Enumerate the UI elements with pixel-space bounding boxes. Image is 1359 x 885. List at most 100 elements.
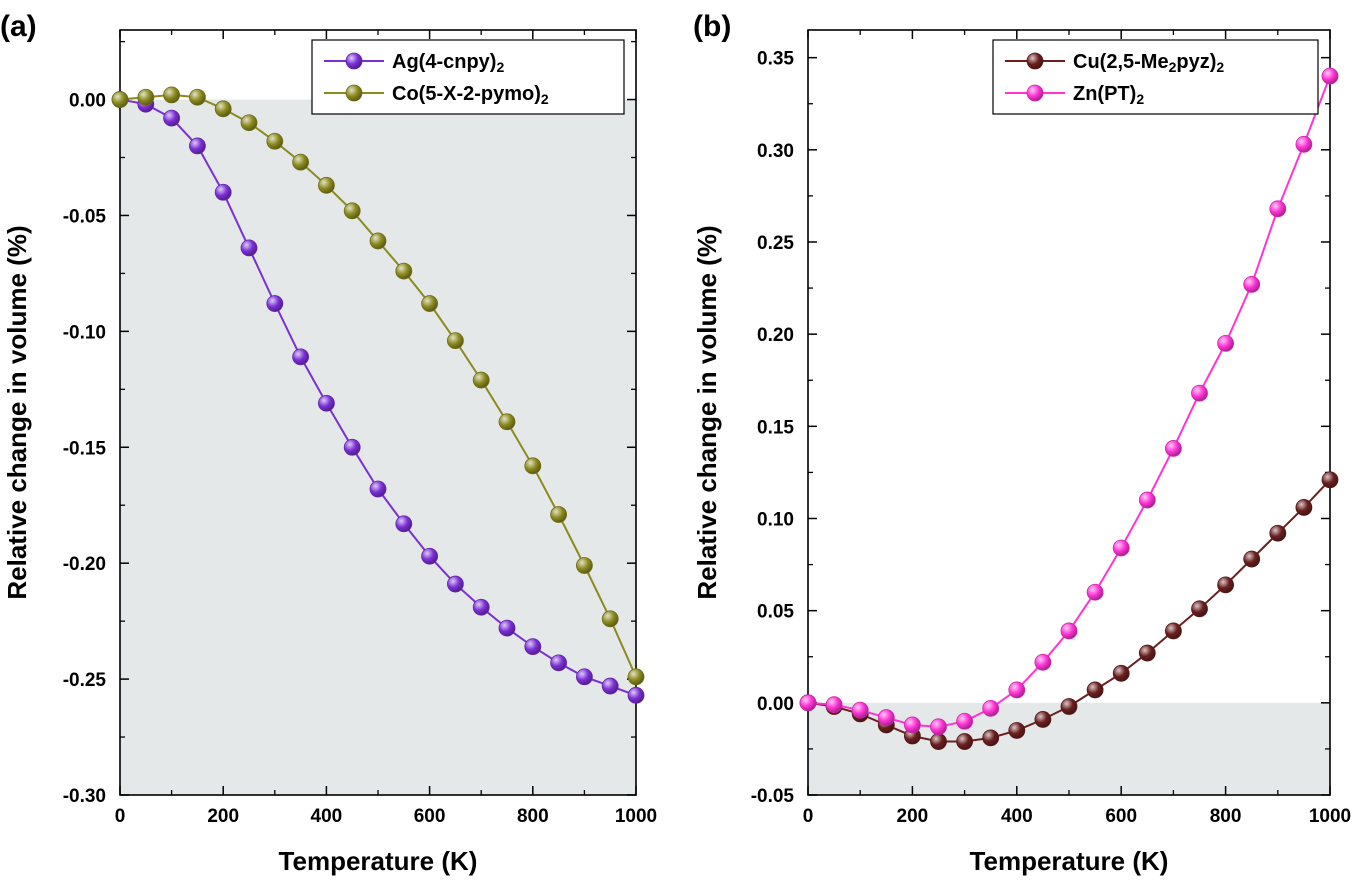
data-point (188, 137, 206, 155)
data-point (1086, 681, 1104, 699)
x-tick-label: 1000 (615, 806, 657, 827)
data-point (343, 438, 361, 456)
data-point (317, 176, 335, 194)
data-point (1191, 600, 1208, 618)
legend-box (992, 39, 1319, 115)
x-tick-label: 600 (1105, 806, 1137, 827)
data-point (627, 686, 645, 704)
y-tick-label: -0.05 (751, 786, 795, 807)
data-point (1217, 576, 1234, 594)
data-point (627, 668, 645, 686)
data-point (111, 91, 129, 108)
x-tick-label: 1000 (1309, 806, 1351, 827)
y-tick-label: 0.20 (757, 325, 794, 346)
data-point (266, 295, 284, 312)
data-point (369, 232, 387, 250)
y-axis-title: Relative change in volume (%) (2, 225, 32, 599)
legend-swatch-marker (1026, 84, 1044, 102)
x-tick-label: 400 (1001, 806, 1033, 827)
x-tick-label: 400 (311, 806, 343, 827)
data-point (421, 547, 439, 565)
data-point (956, 733, 973, 750)
legend-swatch-marker (1026, 52, 1044, 70)
data-point (1008, 681, 1026, 699)
data-point (498, 619, 516, 637)
data-point (1060, 698, 1078, 715)
data-point (343, 202, 361, 220)
data-point (982, 699, 1000, 717)
data-point (240, 114, 258, 132)
y-tick-label: -0.15 (63, 438, 107, 459)
data-point (498, 413, 516, 431)
data-point (1165, 440, 1182, 457)
legend-swatch-marker (345, 84, 363, 102)
data-point (188, 88, 206, 106)
y-tick-label: -0.20 (63, 554, 106, 575)
y-tick-label: 0.25 (757, 233, 794, 254)
y-tick-label: 0.00 (69, 91, 106, 112)
data-point (576, 668, 593, 686)
data-point (317, 394, 335, 412)
y-tick-label: 0.15 (757, 417, 794, 438)
negative-region-shade (120, 99, 636, 795)
data-point (446, 575, 464, 593)
x-axis-title: Temperature (K) (279, 846, 478, 876)
data-point (1112, 539, 1130, 557)
data-point (369, 480, 387, 498)
data-point (1269, 524, 1287, 542)
data-point (1086, 583, 1104, 601)
data-point (266, 132, 284, 150)
data-point (1060, 622, 1078, 640)
data-point (799, 694, 817, 712)
data-point (930, 718, 947, 736)
data-point (472, 598, 490, 616)
series-0 (111, 91, 645, 704)
data-point (524, 638, 542, 656)
legend-label: Ag(4-cnpy)2 (392, 51, 504, 75)
data-point (1138, 491, 1156, 509)
x-tick-label: 200 (207, 806, 239, 827)
data-point (214, 183, 232, 201)
panel-b: (b) 0 200 400 600 800 1000 0.35 0.30 0.25 0.20 0.15… (692, 10, 1351, 876)
data-point (1034, 653, 1052, 671)
data-point (1321, 67, 1339, 85)
y-tick-label: 0.00 (757, 694, 794, 715)
y-tick-label: 0.10 (757, 509, 794, 530)
y-tick-label: 0.30 (757, 141, 794, 162)
data-point (851, 701, 869, 719)
data-point (1191, 384, 1208, 402)
y-axis-title: Relative change in volume (%) (692, 225, 722, 599)
plot-frame (807, 29, 1331, 796)
data-point (1295, 135, 1313, 153)
data-point (1243, 275, 1261, 293)
data-point (524, 457, 542, 475)
legend-label: Zn(PT)2 (1073, 83, 1144, 107)
negative-region-shade (808, 702, 1330, 795)
series-1 (799, 67, 1339, 736)
x-tick-label: 800 (517, 806, 549, 827)
y-tick-label: 0.05 (757, 602, 794, 623)
data-point (163, 109, 181, 127)
data-point (292, 153, 310, 171)
x-axis-title: Temperature (K) (970, 846, 1169, 876)
data-point (472, 371, 490, 389)
x-tick-label: 0 (115, 806, 126, 827)
x-tick-label: 0 (803, 806, 814, 827)
y-tick-label: -0.25 (63, 670, 107, 691)
data-point (601, 677, 619, 695)
data-point (1165, 622, 1182, 640)
data-point (825, 696, 843, 714)
data-point (1008, 722, 1026, 739)
y-tick-label: 0.35 (757, 49, 794, 70)
data-point (1034, 711, 1052, 728)
legend-label: Cu(2,5-Me2pyz)2 (1073, 51, 1224, 75)
data-point (395, 262, 413, 280)
data-point (395, 515, 413, 533)
x-tick-label: 600 (414, 806, 446, 827)
data-point (1112, 664, 1130, 682)
data-point (1269, 200, 1287, 218)
data-point (930, 733, 947, 750)
data-point (137, 88, 155, 106)
data-point (421, 295, 439, 312)
